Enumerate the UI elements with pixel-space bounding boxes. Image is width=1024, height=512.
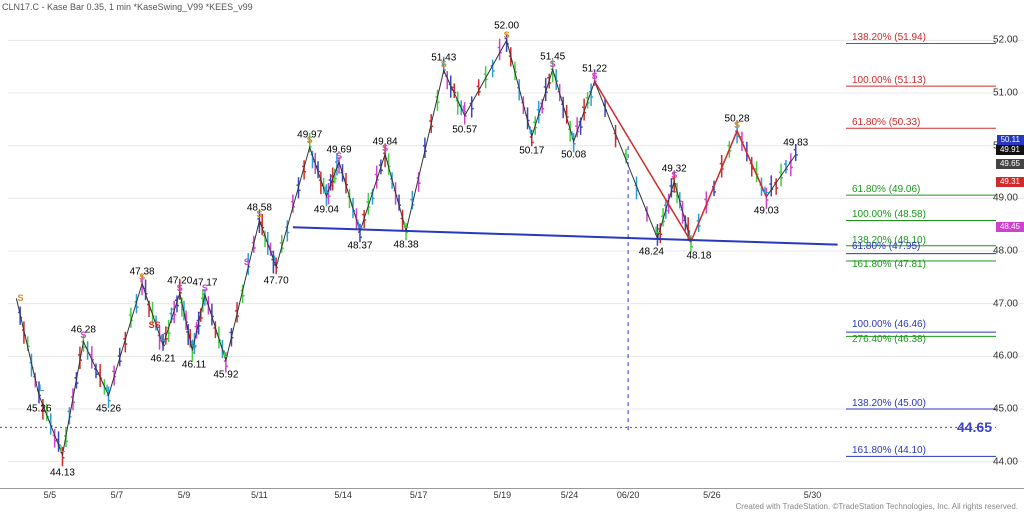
fib-label: 61.80% (47.95) [852, 241, 920, 252]
swing-letter: S [177, 283, 183, 293]
swing-letter: L [273, 254, 279, 264]
swing-price-label: 46.21 [151, 354, 176, 365]
x-tick: 5/24 [561, 490, 579, 500]
x-tick: 5/9 [178, 490, 191, 500]
swing-price-label: 50.08 [561, 150, 586, 161]
swing-letter: L [160, 333, 166, 343]
swing-letter: L [60, 444, 66, 454]
swing-letter: L [324, 185, 330, 195]
swing-letter: L [764, 185, 770, 195]
swing-price-label: 48.37 [347, 240, 372, 251]
swing-price-label: 45.92 [213, 369, 238, 380]
swing-letter: L [357, 220, 363, 230]
swing-letter: S [441, 59, 447, 69]
swing-letter: L [403, 220, 409, 230]
x-tick: 5/19 [494, 490, 512, 500]
swing-letter: S [244, 257, 250, 267]
big-level-label: 44.65 [957, 419, 992, 435]
fib-label: 100.00% (46.46) [852, 319, 926, 330]
y-tick: 45.00 [993, 404, 1018, 415]
swing-letter: S [80, 330, 86, 340]
swing-letter: L [571, 130, 577, 140]
price-box: 50.11 [997, 135, 1024, 145]
swing-price-label: 50.17 [519, 145, 544, 156]
swing-letter: S [504, 30, 510, 40]
swing-letter: L [688, 230, 694, 240]
fib-label: 161.80% (44.10) [852, 445, 926, 456]
fib-label: 100.00% (51.13) [852, 75, 926, 86]
swing-letter: S [139, 272, 145, 282]
fib-label: 138.20% (45.00) [852, 398, 926, 409]
swing-letter: S [307, 135, 313, 145]
swing-letter: S [592, 71, 598, 81]
swing-letter: S [671, 170, 677, 180]
fib-label: 100.00% (48.58) [852, 209, 926, 220]
swing-letter: SS [149, 320, 161, 330]
price-box: 49.91 [996, 145, 1024, 155]
swing-letter: S [382, 143, 388, 153]
fib-label: 138.20% (51.94) [852, 32, 926, 43]
x-tick: 5/11 [251, 490, 268, 500]
swing-letter: L [529, 125, 535, 135]
y-tick: 47.00 [993, 298, 1018, 309]
fib-label: 61.80% (50.33) [852, 117, 920, 128]
price-box: 49.65 [996, 159, 1024, 169]
swing-letter: S [734, 120, 740, 130]
swing-price-label: 44.13 [50, 467, 75, 478]
swing-price-label: 47.70 [264, 275, 289, 286]
swing-price-label: 46.11 [182, 359, 206, 370]
footer-text: Created with TradeStation. ©TradeStation… [736, 502, 1019, 511]
swing-price-label: 45.26 [26, 404, 51, 415]
x-tick: 5/17 [410, 490, 428, 500]
y-tick: 51.00 [993, 88, 1018, 99]
x-tick: 06/20 [617, 490, 640, 500]
swing-price-label: 49.83 [783, 137, 808, 148]
y-tick: 49.00 [993, 193, 1018, 204]
x-tick: 5/30 [804, 490, 822, 500]
swing-letter: S [18, 293, 24, 303]
swing-letter: S [256, 209, 262, 219]
x-tick: 5/14 [334, 490, 352, 500]
fib-label: 161.80% (47.81) [852, 259, 926, 270]
swing-letter: L [106, 383, 112, 393]
swing-letter: L [655, 225, 661, 235]
swing-price-label: 48.24 [639, 247, 664, 258]
chart-area[interactable]: CLN17.C - Kase Bar 0.35, 1 min *KaseSwin… [0, 0, 1024, 512]
price-box: 49.31 [996, 177, 1024, 187]
fib-label: 276.40% (46.38) [852, 334, 926, 345]
x-tick: 5/5 [44, 490, 57, 500]
swing-price-label: 49.03 [754, 205, 779, 216]
y-tick: 48.00 [993, 246, 1018, 257]
y-tick: 46.00 [993, 351, 1018, 362]
swing-price-label: 48.38 [394, 239, 419, 250]
swing-letter: L [462, 104, 468, 114]
swing-letter: L [191, 338, 197, 348]
x-tick: 5/7 [111, 490, 124, 500]
swing-price-label: 45.26 [96, 404, 121, 415]
swing-price-label: 50.57 [452, 124, 477, 135]
swing-letter: S [336, 151, 342, 161]
swing-letter: L [223, 349, 229, 359]
price-box: 48.45 [996, 222, 1024, 232]
swing-price-label: 48.18 [686, 250, 711, 261]
x-tick: 5/26 [703, 490, 721, 500]
swing-letter: S [550, 59, 556, 69]
swing-letter: S [202, 283, 208, 293]
y-tick: 44.00 [993, 456, 1018, 467]
y-tick: 52.00 [993, 35, 1018, 46]
swing-price-label: 49.04 [314, 205, 339, 216]
swing-letter: L [39, 383, 45, 393]
fib-label: 61.80% (49.06) [852, 184, 920, 195]
